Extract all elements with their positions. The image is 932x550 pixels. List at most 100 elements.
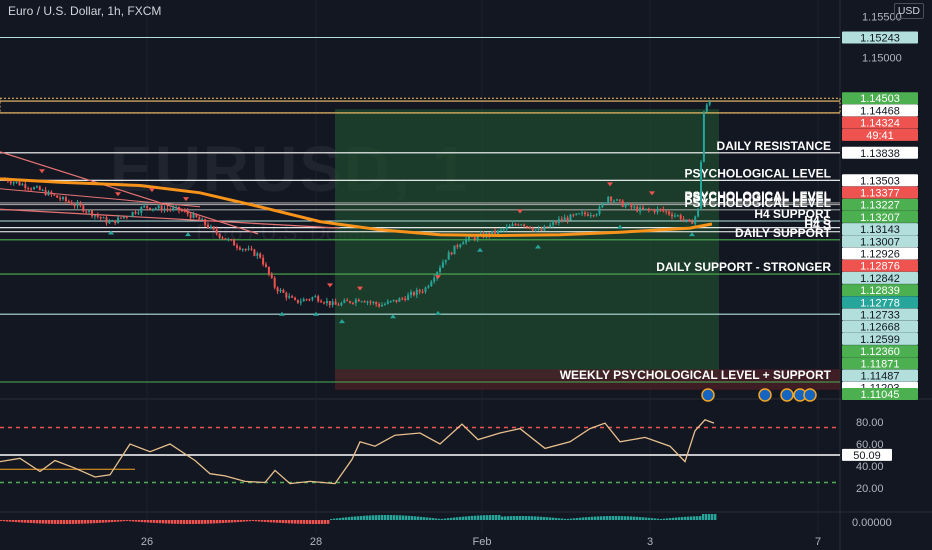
macd-histogram-bar [282, 520, 285, 524]
macd-histogram-bar [552, 517, 555, 520]
candle-body [433, 277, 436, 282]
macd-histogram-bar [696, 516, 699, 520]
macd-histogram-bar [624, 516, 627, 520]
candle-body [630, 203, 633, 208]
up-fractal-marker [689, 232, 695, 237]
candle-body [352, 302, 354, 304]
candle-body [285, 292, 288, 298]
up-fractal-marker [185, 232, 191, 237]
trend-line [0, 188, 201, 208]
candle-body [595, 214, 598, 216]
price-tag [842, 116, 918, 129]
macd-histogram-bar [210, 520, 213, 524]
candle-body [586, 214, 589, 216]
macd-histogram-bar [411, 516, 414, 520]
candle-body [584, 212, 586, 215]
macd-histogram-bar [0, 520, 3, 521]
macd-histogram-bar [423, 517, 426, 520]
down-fractal-marker [39, 169, 45, 174]
currency-badge[interactable]: USD [893, 3, 924, 19]
macd-histogram-bar [372, 515, 375, 520]
candle-body [386, 301, 389, 304]
macd-histogram-bar [15, 520, 18, 523]
candle-body [685, 219, 688, 221]
candle-body [517, 224, 520, 226]
candle-body [468, 236, 470, 240]
macd-histogram-bar [252, 520, 255, 522]
time-axis-tick: 7 [815, 536, 821, 548]
macd-histogram-bar [567, 518, 570, 520]
rsi-axis-tick: 40.00 [856, 461, 884, 473]
macd-histogram-bar [183, 520, 186, 524]
candle-body [215, 229, 218, 234]
macd-histogram-bar [294, 520, 297, 524]
macd-histogram-bar [318, 520, 321, 524]
candle-body [253, 249, 256, 256]
macd-histogram-bar [114, 520, 117, 522]
macd-histogram-bar [357, 516, 360, 520]
candle-body [259, 253, 262, 258]
candle-body [108, 221, 111, 224]
down-fractal-marker [149, 188, 155, 193]
macd-histogram-bar [81, 520, 84, 524]
candle-body [70, 202, 73, 205]
candle-body [267, 266, 270, 275]
candle-body [552, 222, 555, 225]
candle-body [369, 301, 372, 303]
macd-histogram-bar [138, 520, 141, 522]
macd-histogram-bar [27, 520, 30, 523]
candle-body [650, 209, 653, 211]
candle-body [114, 220, 117, 224]
candle-body [505, 226, 508, 230]
macd-histogram-bar [354, 516, 357, 520]
macd-histogram-bar [426, 517, 429, 520]
candle-body [146, 205, 149, 208]
down-fractal-marker [327, 283, 333, 288]
candle-body [331, 301, 334, 306]
macd-histogram-bar [393, 515, 396, 520]
up-fractal-marker [339, 319, 345, 324]
macd-histogram-bar [531, 516, 534, 520]
macd-histogram-bar [192, 520, 195, 524]
macd-histogram-bar [516, 516, 519, 520]
candle-body [233, 239, 236, 246]
macd-histogram-bar [273, 520, 276, 523]
candle-body [96, 215, 99, 217]
macd-histogram-bar [177, 520, 180, 524]
macd-histogram-bar [240, 520, 243, 522]
candle-body [453, 245, 456, 255]
macd-histogram-bar [663, 518, 666, 520]
macd-histogram-bar [165, 520, 168, 524]
macd-histogram-bar [414, 516, 417, 520]
candle-body [494, 230, 497, 234]
candle-body [621, 200, 624, 207]
candle-body [601, 203, 604, 208]
macd-histogram-bar [144, 520, 147, 523]
macd-histogram-bar [558, 518, 561, 520]
candle-body [186, 211, 189, 215]
macd-histogram-bar [519, 516, 522, 520]
price-tag [842, 128, 918, 141]
candle-body [647, 208, 650, 210]
macd-histogram-bar [366, 515, 369, 520]
candle-body [82, 205, 85, 212]
price-tag [842, 369, 918, 382]
macd-histogram-bar [405, 515, 408, 520]
candle-body [613, 200, 615, 202]
macd-histogram-bar [384, 515, 387, 520]
macd-histogram-bar [570, 518, 573, 520]
macd-histogram-bar [402, 515, 405, 520]
macd-histogram-bar [693, 516, 696, 520]
trend-line [0, 208, 341, 229]
up-fractal-marker [279, 311, 285, 316]
candle-body [618, 199, 621, 201]
candle-body [673, 215, 676, 217]
macd-histogram-bar [534, 516, 537, 520]
macd-histogram-bar [36, 520, 39, 524]
price-tag [842, 104, 918, 117]
candle-body [470, 236, 473, 238]
macd-histogram-bar [3, 520, 6, 522]
macd-histogram-bar [495, 515, 498, 520]
